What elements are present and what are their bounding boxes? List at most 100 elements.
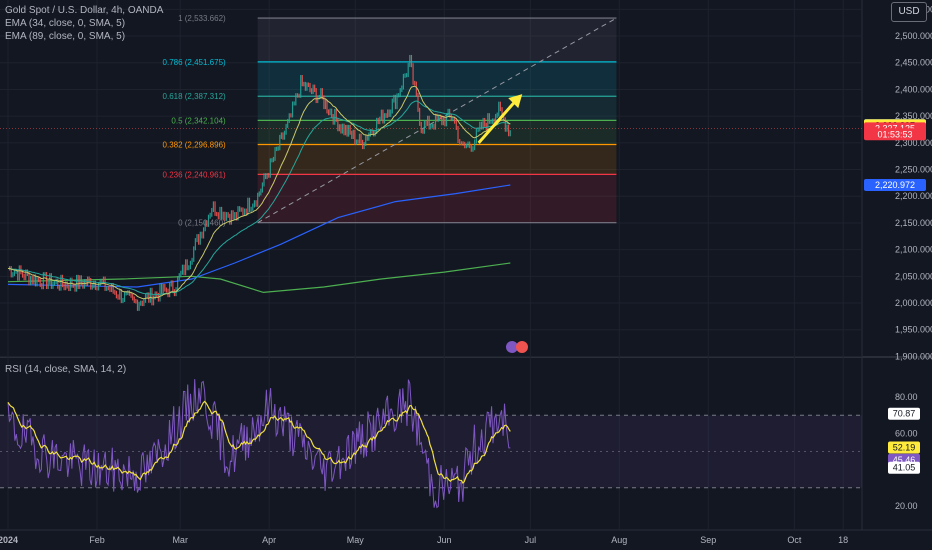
price-candle [490, 119, 492, 124]
price-candle [219, 206, 221, 220]
price-candle [372, 129, 375, 137]
price-candle [452, 116, 454, 122]
price-candle [188, 265, 190, 271]
price-candle [385, 113, 387, 118]
price-candle [485, 122, 487, 131]
rsi-legend[interactable]: RSI (14, close, SMA, 14, 2) [5, 364, 127, 375]
price-candle [193, 246, 195, 262]
price-candle [31, 275, 33, 285]
price-candle [433, 123, 435, 130]
price-candle [149, 287, 151, 303]
price-candle [506, 124, 508, 132]
symbol-title[interactable]: Gold Spot / U.S. Dollar, 4h, OANDA [5, 5, 164, 16]
price-candle [431, 123, 433, 128]
price-candle [394, 94, 397, 110]
price-candle [248, 197, 251, 213]
price-candle [106, 286, 108, 291]
price-badge-label: 01:53:53 [877, 129, 912, 139]
price-candle [309, 83, 311, 93]
price-candle [117, 294, 119, 300]
price-candle [122, 297, 124, 304]
price-tick-label: 2,200.000 [895, 191, 932, 201]
price-candle [109, 286, 111, 293]
price-candle [264, 173, 267, 180]
price-candle [332, 114, 334, 125]
price-candle [222, 211, 224, 220]
price-candle [115, 290, 118, 299]
projection-arrow [477, 99, 518, 144]
time-tick-label: Sep [700, 535, 716, 545]
price-candle [462, 141, 464, 146]
price-candle [417, 92, 419, 112]
price-candle [60, 274, 62, 291]
rsi-tick-label: 80.00 [895, 392, 918, 402]
price-candle [472, 146, 474, 152]
price-candle [439, 114, 441, 120]
price-tick-label: 2,150.000 [895, 218, 932, 228]
price-candle [237, 206, 239, 221]
price-candle [326, 99, 328, 114]
price-candle [88, 276, 90, 283]
ema89-legend[interactable]: EMA (89, close, 0, SMA, 5) [5, 31, 126, 42]
price-candle [201, 231, 203, 239]
price-tick-label: 2,000.000 [895, 298, 932, 308]
price-candle [337, 117, 339, 132]
fib-zone [257, 18, 617, 62]
price-candle [340, 124, 342, 134]
price-candle [58, 284, 60, 291]
fib-level-label: 1 (2,533.662) [178, 14, 226, 23]
price-candle [198, 234, 200, 245]
price-candle [141, 300, 143, 307]
rsi-badge [888, 441, 920, 454]
price-candle [430, 123, 432, 130]
price-candle [125, 291, 127, 296]
price-candle [74, 283, 76, 292]
price-candle [30, 275, 32, 286]
price-candle [61, 274, 64, 288]
price-candle [63, 283, 65, 291]
price-candle [209, 212, 211, 219]
price-candle [240, 207, 242, 212]
price-candle [268, 172, 270, 178]
ema34-legend[interactable]: EMA (34, close, 0, SMA, 5) [5, 18, 126, 29]
price-candle [423, 120, 426, 134]
price-candle [274, 147, 276, 161]
price-candle [28, 271, 30, 286]
price-tick-label: 2,350.000 [895, 111, 932, 121]
price-candle [409, 54, 411, 67]
price-candle [202, 227, 205, 239]
price-candle [393, 94, 395, 103]
price-candle [288, 113, 290, 123]
rsi-badge-label: 45.46 [893, 455, 916, 465]
price-candle [96, 285, 98, 291]
price-candle [217, 212, 219, 220]
currency-button[interactable]: USD [891, 2, 927, 22]
fib-level-label: 0 (2,150.460) [178, 219, 226, 228]
price-candle [167, 288, 169, 298]
price-badge [864, 128, 926, 141]
price-candle [404, 73, 406, 78]
price-candle [422, 129, 424, 134]
price-candle [477, 127, 479, 133]
price-candle [491, 118, 494, 124]
price-candle [442, 116, 444, 126]
price-candle [255, 200, 257, 207]
fib-level-label: 0.618 (2,387.312) [163, 92, 226, 101]
price-candle [257, 192, 259, 207]
rsi-tick-label: 60.00 [895, 428, 918, 438]
price-candle [135, 298, 137, 304]
price-candle [261, 182, 264, 193]
price-candle [127, 290, 129, 296]
price-candle [146, 292, 148, 298]
price-candle [426, 115, 429, 126]
price-candle [283, 130, 286, 140]
price-candle [21, 270, 24, 278]
price-candle [181, 264, 184, 275]
price-candle [498, 101, 500, 117]
price-candle [47, 280, 49, 290]
price-candle [138, 301, 140, 311]
price-candle [114, 289, 116, 295]
price-candle [425, 120, 427, 126]
price-candle [346, 124, 348, 137]
